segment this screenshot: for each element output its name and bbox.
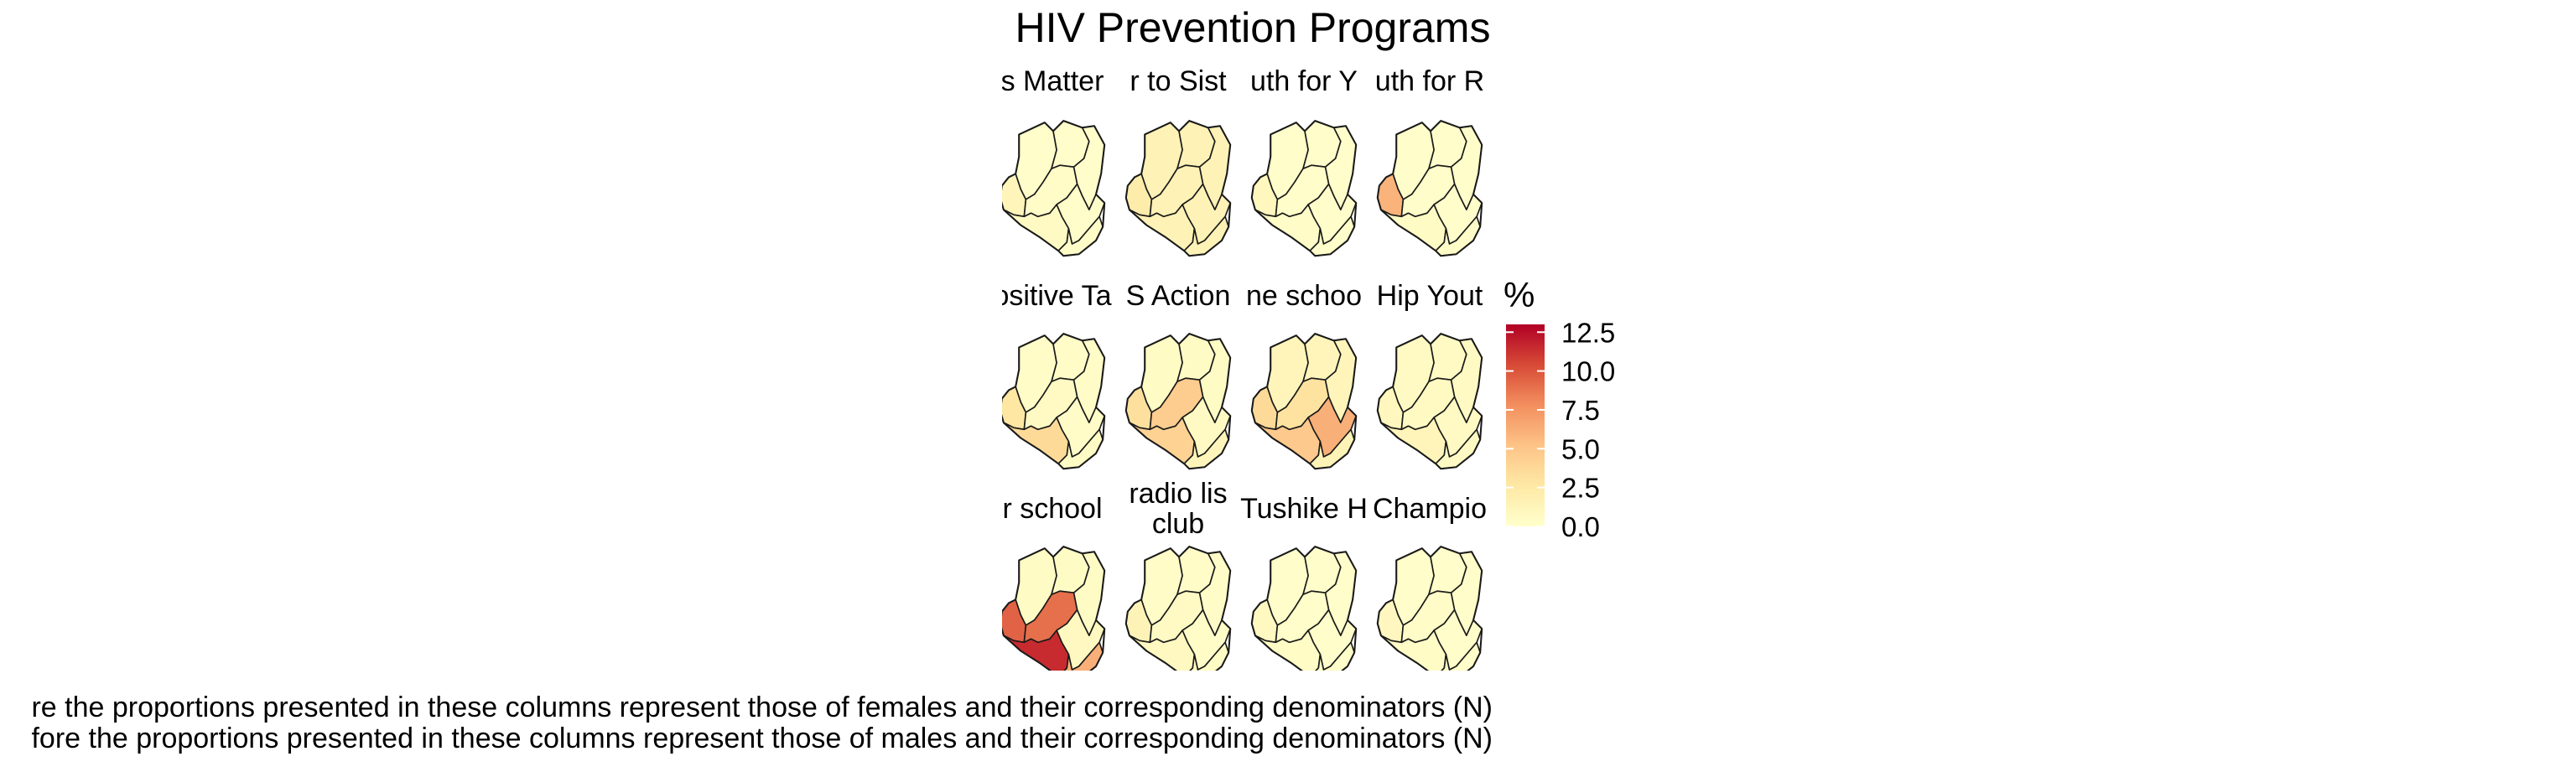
country-outline [1124, 546, 1232, 671]
facet-label: S Action [1126, 280, 1231, 312]
legend-tick-label: 2.5 [1561, 473, 1600, 504]
facet-label: radio lis [1129, 478, 1227, 510]
facet-label-line-2: club [1152, 508, 1204, 540]
legend-tick-label: 0.0 [1561, 511, 1600, 542]
country-outline [1124, 333, 1232, 470]
country-outline [1250, 546, 1358, 671]
country-outline [1376, 333, 1483, 470]
country-outline [1376, 546, 1483, 671]
facet-panel: uth for R [1375, 65, 1484, 257]
facet-map [1250, 333, 1358, 470]
facet-label: r to Sist [1130, 65, 1227, 97]
caption-line-2: fore the proportions presented in these … [31, 723, 1493, 754]
facet-label: uth for Y [1250, 65, 1358, 97]
chart-title: HIV Prevention Programs [1015, 4, 1491, 51]
facet-panels: s Matter r to Sist uth for Y uth for R ositi… [993, 65, 1487, 671]
facet-panel: Hip Yout [1376, 280, 1483, 470]
legend-ticks: 12.5 10.0 7.5 5.0 2.5 0.0 [1506, 317, 1615, 542]
country-outline [1002, 120, 1106, 257]
facet-map [1002, 546, 1106, 671]
facet-map [1124, 120, 1232, 257]
country-outline [1002, 333, 1106, 470]
caption-line-1: re the proportions presented in these co… [31, 692, 1493, 723]
facet-label: Champio [1373, 493, 1487, 525]
facet-panel: r to Sist [1124, 65, 1232, 257]
facet-map [1002, 333, 1106, 470]
legend-colorbar [1506, 324, 1545, 526]
facet-panel: ositive Ta [993, 280, 1112, 470]
country-outline [1002, 546, 1106, 671]
country-outline [1376, 120, 1483, 257]
legend-title: % [1504, 275, 1535, 314]
legend: % 12.5 10.0 7.5 5.0 2.5 0.0 [1504, 275, 1615, 542]
country-outline [1250, 120, 1358, 257]
facet-map [1124, 546, 1232, 671]
facet-panel: r school [1002, 493, 1106, 671]
facet-panel: Champio [1373, 493, 1487, 671]
facet-panel: S Action [1124, 280, 1232, 470]
legend-tick-label: 10.0 [1561, 356, 1615, 387]
facet-label: ositive Ta [993, 280, 1111, 312]
facet-map [1376, 120, 1483, 257]
facet-panel: uth for Y [1250, 65, 1358, 257]
country-outline [1124, 120, 1232, 257]
facet-label: ne schoo [1246, 280, 1362, 312]
facet-map [1250, 546, 1358, 671]
legend-tick-label: 7.5 [1561, 395, 1600, 426]
facet-label: Hip Yout [1377, 280, 1483, 312]
country-outline [1250, 333, 1358, 470]
facet-label: r school [1002, 493, 1102, 525]
facet-panel: Tushike H [1240, 493, 1368, 671]
facet-map [1124, 333, 1232, 470]
caption: re the proportions presented in these co… [31, 692, 1493, 754]
legend-tick-label: 12.5 [1561, 317, 1615, 348]
facet-map [1250, 120, 1358, 257]
facet-panel: ne schoo [1246, 280, 1362, 470]
facet-label: s Matter [1001, 65, 1104, 97]
facet-panel: s Matter [1001, 65, 1106, 257]
facet-map [1002, 120, 1106, 257]
facet-map [1376, 546, 1483, 671]
facet-map [1376, 333, 1483, 470]
legend-tick-label: 5.0 [1561, 433, 1600, 464]
facet-label: Tushike H [1240, 493, 1368, 525]
facet-label: uth for R [1375, 65, 1484, 97]
